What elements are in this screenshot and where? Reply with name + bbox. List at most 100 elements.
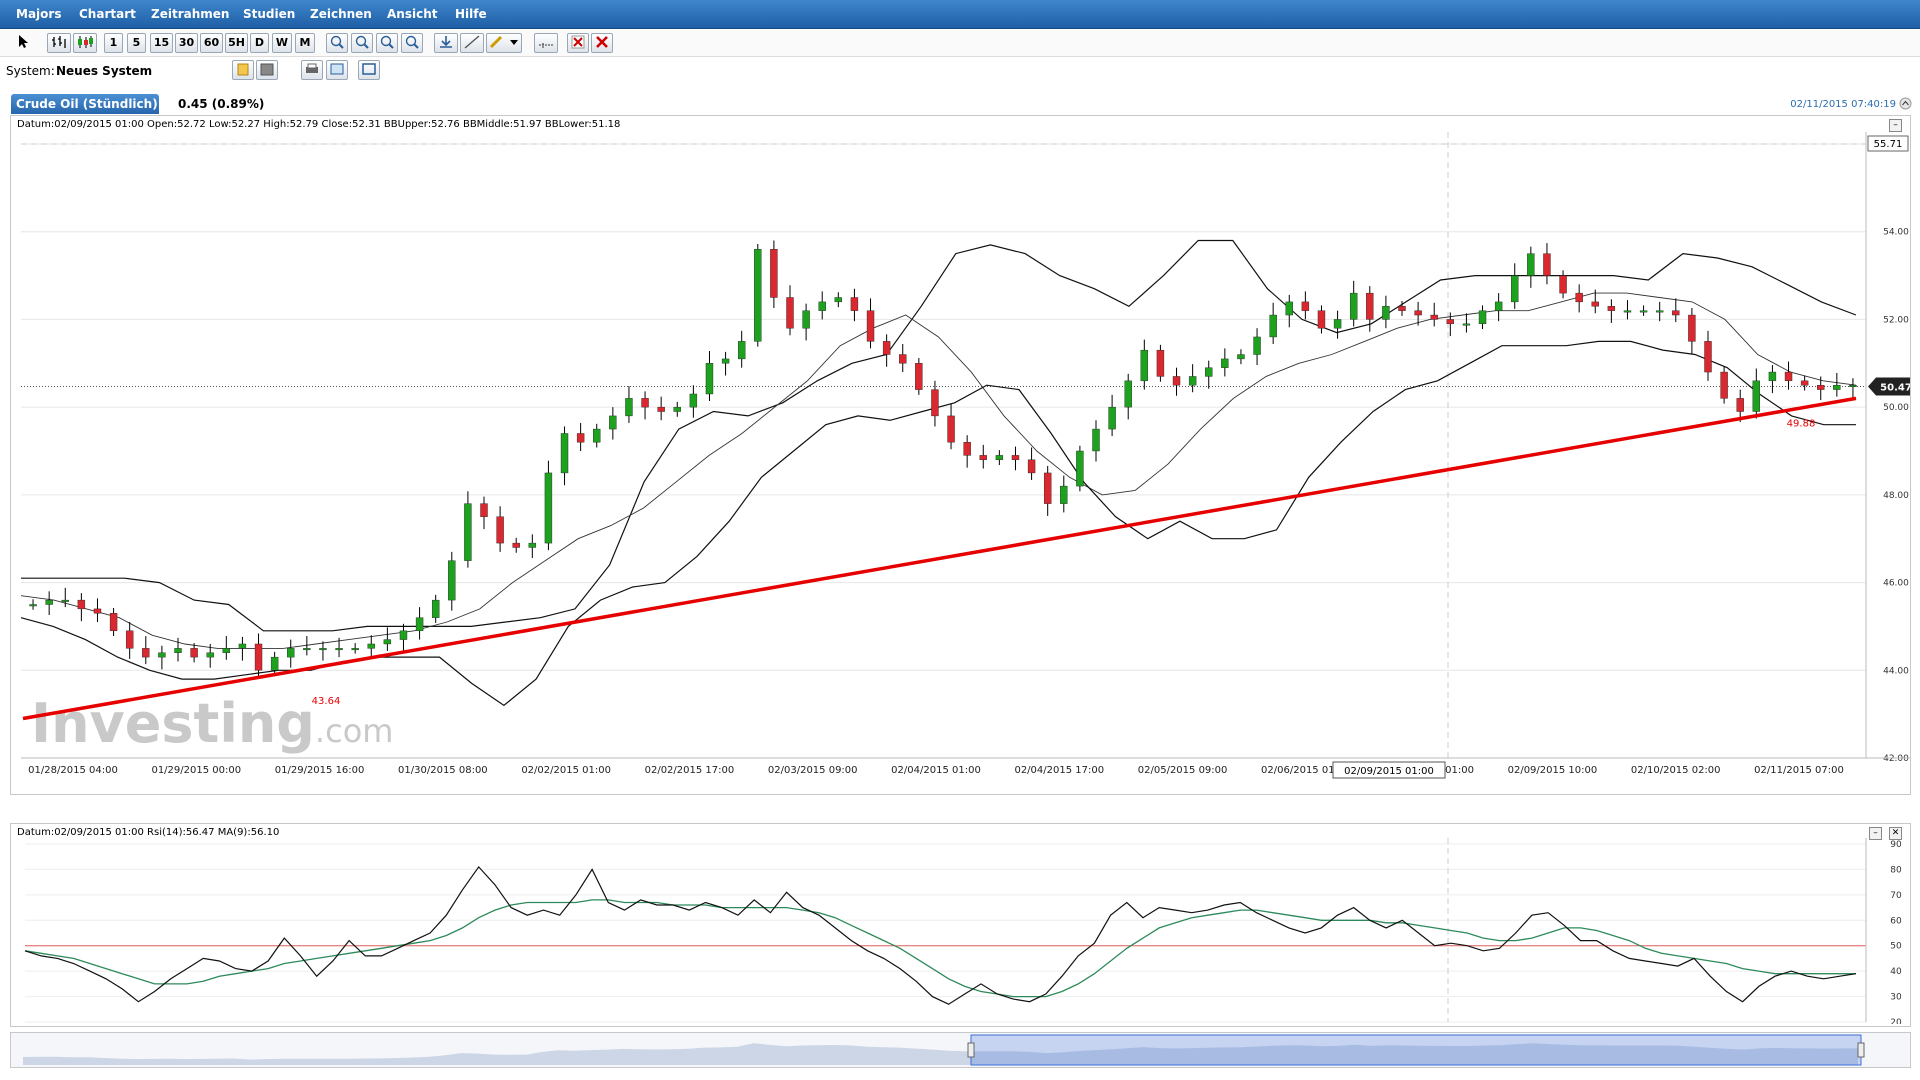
crosshair-icon[interactable]	[534, 33, 558, 53]
candle-body	[45, 599, 53, 605]
zoom-in-icon[interactable]	[326, 33, 348, 53]
draw-tools-dropdown[interactable]	[486, 33, 522, 53]
y-tick-label: 42.00	[1883, 754, 1909, 764]
candle-body	[1108, 406, 1116, 430]
menu-chartart[interactable]: Chartart	[79, 7, 136, 21]
fullscreen-icon[interactable]	[358, 60, 380, 80]
image-export-icon[interactable]	[326, 60, 348, 80]
rsi-tick-label: 60	[1890, 916, 1902, 926]
toolbar: 1 5 15 30 60 5H D W M	[0, 30, 1920, 57]
candle-body	[1124, 380, 1132, 408]
menu-studien[interactable]: Studien	[243, 7, 296, 21]
minimize-rsi-button[interactable]: –	[1869, 827, 1882, 840]
x-tick-label: 02/02/2015 01:00	[521, 765, 611, 776]
candle-body	[77, 599, 86, 610]
zoom-out-icon[interactable]	[351, 33, 373, 53]
candle-body	[1221, 358, 1229, 368]
info-bbupper-label: BBUpper:	[383, 119, 432, 130]
candle-body	[1575, 292, 1583, 303]
candle-body	[1301, 301, 1310, 311]
interval-60-button[interactable]: 60	[200, 33, 223, 53]
minimize-price-panel-button[interactable]: –	[1889, 119, 1902, 132]
rsi-datum-value: 02/09/2015 01:00	[54, 827, 144, 838]
trend-line[interactable]	[22, 396, 1857, 721]
candle-body	[754, 249, 762, 342]
zoom-reset-icon[interactable]	[401, 33, 423, 53]
candle-body	[480, 503, 488, 517]
candle-body	[1382, 306, 1390, 320]
close-icon[interactable]	[591, 33, 613, 53]
candle-body	[705, 363, 714, 395]
interval-5-button[interactable]: 5	[127, 33, 146, 53]
candle-body	[464, 503, 472, 561]
candle-body	[1156, 349, 1165, 377]
candle-body	[1768, 371, 1777, 382]
menu-zeitrahmen[interactable]: Zeitrahmen	[151, 7, 230, 21]
x-tick-label: 02/04/2015 17:00	[1014, 765, 1104, 776]
navigator-area	[23, 1043, 1858, 1065]
candle-body	[866, 310, 875, 342]
interval-d-button[interactable]: D	[250, 33, 269, 53]
info-low-label: Low:	[208, 119, 232, 130]
candle-body	[737, 341, 746, 360]
menu-ansicht[interactable]: Ansicht	[387, 7, 438, 21]
candle-body	[1527, 253, 1535, 276]
close-rsi-button[interactable]: ✕	[1889, 827, 1902, 840]
candle-body	[1478, 310, 1487, 325]
info-datum-label: Datum:	[17, 119, 55, 130]
interval-w-button[interactable]: W	[272, 33, 292, 53]
download-icon[interactable]	[434, 33, 458, 53]
print-icon[interactable]	[301, 60, 323, 80]
scroll-up-icon[interactable]	[1899, 97, 1912, 110]
candle-body	[1333, 319, 1342, 329]
rsi-tick-label: 30	[1890, 993, 1902, 1003]
interval-1-button[interactable]: 1	[104, 33, 123, 53]
navigator-left-handle[interactable]	[967, 1042, 975, 1058]
price-chart[interactable]: 56.0054.0052.0050.0048.0046.0044.0042.00…	[11, 132, 1910, 792]
candle-body	[1011, 455, 1020, 460]
navigator-right-handle[interactable]	[1857, 1042, 1865, 1058]
save-system-icon[interactable]	[256, 60, 278, 80]
candle-body	[238, 643, 247, 649]
candle-body	[544, 472, 553, 544]
time-navigator[interactable]	[10, 1032, 1911, 1068]
load-system-icon[interactable]	[232, 60, 254, 80]
interval-m-button[interactable]: M	[295, 33, 315, 53]
interval-5h-button[interactable]: 5H	[225, 33, 248, 53]
candle-body	[1784, 371, 1793, 382]
candlestick-chart-icon[interactable]	[73, 33, 97, 53]
candle-body	[915, 363, 923, 390]
candle-body	[512, 542, 520, 548]
system-value[interactable]: Neues System	[56, 64, 153, 78]
rsi-chart[interactable]: 90 80 70 60 50 40 30 20	[11, 838, 1910, 1024]
info-low-value: 52.27	[231, 119, 261, 130]
delete-drawing-icon[interactable]	[567, 33, 589, 53]
candle-body	[1607, 306, 1616, 311]
candle-body	[1817, 385, 1825, 390]
candle-body	[303, 648, 311, 651]
candle-body	[850, 297, 859, 311]
ohlc-chart-icon[interactable]	[47, 33, 71, 53]
menu-hilfe[interactable]: Hilfe	[455, 7, 487, 21]
crosshair-price-label: 55.71	[1874, 139, 1903, 150]
zoom-fit-icon[interactable]	[376, 33, 398, 53]
navigator-chart[interactable]	[11, 1033, 1910, 1067]
candle-body	[963, 442, 971, 456]
pointer-icon[interactable]	[14, 33, 32, 51]
navigator-window[interactable]	[970, 1034, 1862, 1066]
x-tick-label: 01/28/2015 04:00	[28, 765, 118, 776]
interval-15-button[interactable]: 15	[150, 33, 173, 53]
candle-body	[947, 415, 955, 443]
info-high-value: 52.79	[289, 119, 319, 130]
menu-zeichnen[interactable]: Zeichnen	[310, 7, 372, 21]
tab-crude-oil[interactable]: Crude Oil (Stündlich)	[11, 94, 159, 114]
system-label: System:	[6, 64, 55, 78]
candle-body	[1543, 253, 1551, 276]
candle-body	[1720, 371, 1728, 399]
interval-30-button[interactable]: 30	[175, 33, 198, 53]
info-bblower-value: 51.18	[591, 119, 621, 130]
info-close-value: 52.31	[352, 119, 381, 130]
draw-line-icon[interactable]	[460, 33, 484, 53]
menu-majors[interactable]: Majors	[16, 7, 62, 21]
candle-body	[979, 455, 987, 460]
